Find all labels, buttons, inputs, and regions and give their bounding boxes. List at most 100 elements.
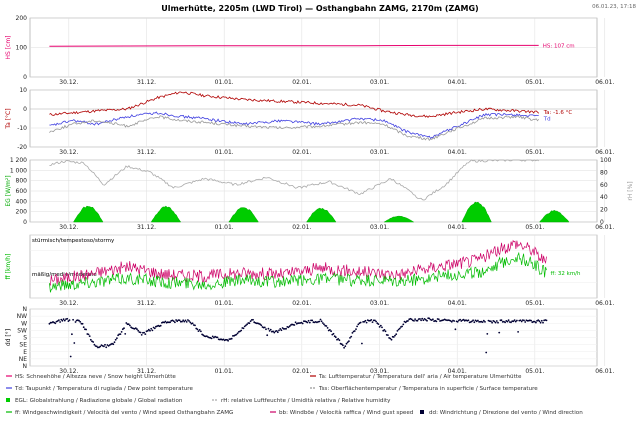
dd-point xyxy=(70,356,72,358)
dd-point xyxy=(188,320,190,322)
legend-entry: EGL: Globalstrahlung / Radiazione global… xyxy=(15,398,183,404)
y-tick-label: W xyxy=(21,320,27,327)
dd-point xyxy=(523,320,525,322)
x-tick-label: 06.01. xyxy=(595,224,614,231)
dd-point xyxy=(62,320,64,322)
dd-point xyxy=(457,321,459,323)
dd-point xyxy=(160,325,162,327)
x-tick-label: 02.01. xyxy=(292,79,311,86)
dd-point xyxy=(496,320,498,322)
legend-entry: bb: Windböe / Velocità raffica / Wind gu… xyxy=(279,409,414,416)
dd-point xyxy=(192,322,194,324)
dd-point xyxy=(372,321,374,323)
dd-point xyxy=(89,335,91,337)
y-tick-label: 0 xyxy=(23,106,27,113)
dd-point xyxy=(281,329,283,331)
dd-point xyxy=(85,329,87,331)
dd-point xyxy=(150,328,152,330)
dd-point xyxy=(343,347,345,349)
dd-point xyxy=(82,323,84,325)
y-tick-label: -10 xyxy=(17,125,27,132)
dd-point xyxy=(495,322,497,324)
dd-point xyxy=(249,322,251,324)
dd-point xyxy=(227,340,229,342)
dd-point xyxy=(438,318,440,320)
x-tick-label: 06.01. xyxy=(595,300,614,307)
dd-point xyxy=(402,324,404,326)
x-tick-label: 02.01. xyxy=(292,149,311,156)
dd-point xyxy=(473,321,475,323)
dd-point xyxy=(278,330,280,332)
dd-point xyxy=(174,321,176,323)
y-axis-title: EG [W/m²] xyxy=(5,175,12,206)
y-right-tick-label: 100 xyxy=(600,157,612,164)
y-tick-label: 200 xyxy=(16,15,28,22)
x-tick-label: 30.12. xyxy=(59,224,78,231)
dd-point xyxy=(393,336,395,338)
dd-point xyxy=(501,319,503,321)
x-tick-label: 30.12. xyxy=(59,300,78,307)
dd-point xyxy=(231,338,233,340)
dd-point xyxy=(295,321,297,323)
dd-point xyxy=(477,320,479,322)
y-tick-label: 100 xyxy=(16,45,28,52)
y-axis-title: ff [km/h] xyxy=(5,254,12,280)
dd-point xyxy=(92,341,94,343)
dd-point xyxy=(420,319,422,321)
x-tick-label: 31.12. xyxy=(137,224,156,231)
y-tick-label: 600 xyxy=(16,188,28,195)
dd-point xyxy=(387,334,389,336)
dd-point xyxy=(486,333,488,335)
x-tick-label: 05.01. xyxy=(525,149,544,156)
dd-point xyxy=(381,327,383,329)
legend-swatch xyxy=(420,410,424,414)
y-right-tick-label: 0 xyxy=(600,219,604,226)
plot-frame xyxy=(30,90,597,147)
dd-point xyxy=(59,321,61,323)
x-tick-label: 02.01. xyxy=(292,300,311,307)
y-axis-title: HS [cm] xyxy=(5,35,12,59)
dd-point xyxy=(179,319,181,321)
x-tick-label: 05.01. xyxy=(525,300,544,307)
dd-point xyxy=(360,322,362,324)
x-tick-label: 02.01. xyxy=(292,368,311,375)
legend: HS: Schneehöhe / Altezza neve / Snow hei… xyxy=(6,374,583,416)
dd-point xyxy=(104,344,106,346)
dd-point xyxy=(137,330,139,332)
x-tick-label: 01.01. xyxy=(215,224,234,231)
dd-point xyxy=(524,321,526,323)
dd-point xyxy=(414,318,416,320)
dd-point xyxy=(199,329,201,331)
y-tick-label: 0 xyxy=(23,219,27,226)
dd-point xyxy=(240,330,242,332)
chart-title: Ulmerhütte, 2205m (LWD Tirol) — Osthangb… xyxy=(161,4,478,13)
dd-point xyxy=(149,330,151,332)
legend-entry: Tss: Oberflächentemperatur / Temperatura… xyxy=(318,386,538,392)
dd-point xyxy=(436,321,438,323)
dd-point xyxy=(75,321,77,323)
dd-point xyxy=(413,320,415,322)
dd-point xyxy=(54,322,56,324)
dd-point xyxy=(211,338,213,340)
dd-point xyxy=(141,334,143,336)
y-tick-label: 800 xyxy=(16,178,28,185)
dd-point xyxy=(311,320,313,322)
dd-point xyxy=(186,321,188,323)
x-tick-label: 05.01. xyxy=(525,79,544,86)
x-tick-label: 31.12. xyxy=(137,79,156,86)
dd-point xyxy=(115,339,117,341)
panels: 30.12. 31.12. 01.01. 02.01. 03.01. 04.01. 05.0… xyxy=(5,15,634,375)
legend-entry: Ta: Lufttemperatur / Temperatura dell' a… xyxy=(318,374,522,380)
dd-point xyxy=(361,343,363,345)
y-tick-label: S xyxy=(23,335,27,342)
level-stormy-label: stürmisch/tempestoso/stormy xyxy=(32,238,115,244)
dd-point xyxy=(542,322,544,324)
panel-2: 30.12. 31.12. 01.01. 02.01. 03.01. 04.01. 05.0… xyxy=(5,157,634,231)
y-tick-label: N xyxy=(23,306,28,313)
y-tick-label: NW xyxy=(17,313,27,320)
dd-point xyxy=(136,328,138,330)
x-tick-label: 04.01. xyxy=(448,149,467,156)
dd-point xyxy=(378,323,380,325)
dd-point xyxy=(350,336,352,338)
